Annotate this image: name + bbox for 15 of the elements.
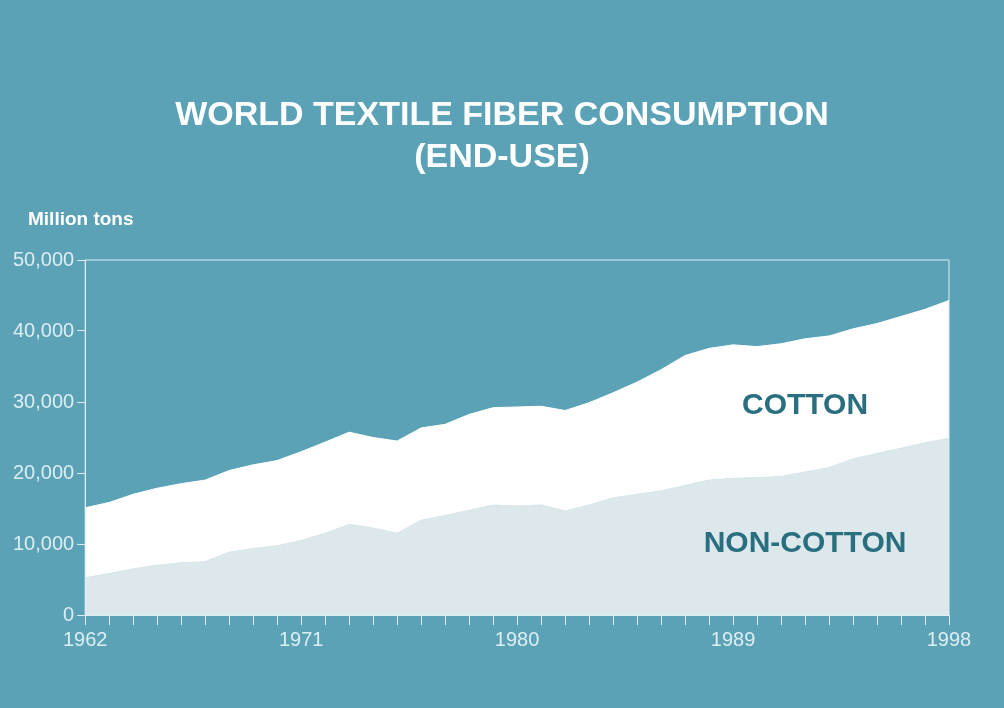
chart-title: WORLD TEXTILE FIBER CONSUMPTION (END-USE) xyxy=(174,93,830,176)
y-tick-label: 30,000 xyxy=(13,389,75,412)
x-tick-label: 1980 xyxy=(494,627,540,650)
x-tick-label: 1962 xyxy=(62,627,108,650)
x-tick-label: 1971 xyxy=(278,627,324,650)
x-tick-label: 1989 xyxy=(710,627,756,650)
y-tick-label: 40,000 xyxy=(13,318,75,341)
y-tick-label: 20,000 xyxy=(13,460,75,483)
y-tick-label: 10,000 xyxy=(13,531,75,554)
y-tick-label: 0 xyxy=(63,602,75,625)
y-tick-label: 50,000 xyxy=(13,247,75,270)
series-label: NON-COTTON xyxy=(703,524,907,558)
y-axis-title: Million tons xyxy=(28,208,134,230)
x-tick-label: 1998 xyxy=(926,627,972,650)
series-label: COTTON xyxy=(741,386,869,420)
